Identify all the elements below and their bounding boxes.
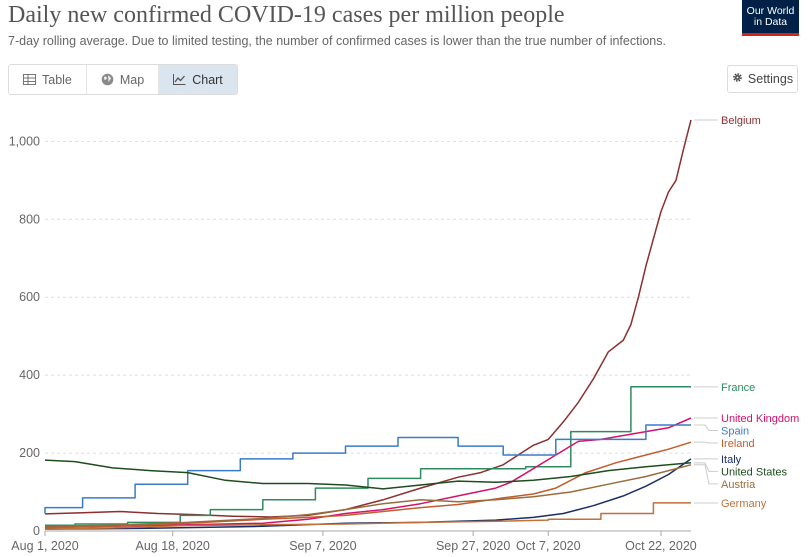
x-tick-label: Sep 7, 2020 (289, 539, 356, 553)
x-tick-label: Oct 22, 2020 (625, 539, 697, 553)
chart-subtitle: 7-day rolling average. Due to limited te… (8, 34, 666, 48)
tab-map-label: Map (119, 72, 145, 87)
y-tick-label: 200 (19, 446, 40, 460)
series-label[interactable]: Italy (721, 454, 742, 466)
label-connector (694, 441, 718, 444)
line-chart-icon (173, 74, 186, 85)
settings-button[interactable]: Settings (727, 65, 798, 93)
label-connector (694, 462, 718, 472)
series-label[interactable]: Austria (721, 479, 756, 491)
chart-title: Daily new confirmed COVID-19 cases per m… (8, 2, 565, 28)
table-icon (23, 74, 36, 85)
series-line-ireland[interactable] (44, 441, 692, 529)
series-line-belgium[interactable] (44, 119, 692, 518)
gear-icon (732, 72, 743, 86)
series-line-spain[interactable] (44, 424, 691, 514)
settings-label: Settings (747, 72, 794, 86)
label-connector (694, 464, 718, 485)
view-tabs: Table Map Chart (8, 64, 238, 95)
owid-logo[interactable]: Our World in Data (742, 0, 799, 36)
logo-line1: Our World (746, 5, 795, 17)
x-tick-label: Aug 1, 2020 (11, 539, 78, 553)
tab-chart[interactable]: Chart (159, 65, 237, 94)
y-tick-label: 1,000 (9, 134, 40, 148)
x-tick-label: Sep 27, 2020 (436, 539, 510, 553)
series-label[interactable]: United Kingdom (721, 413, 799, 425)
series-label[interactable]: United States (721, 466, 788, 478)
x-tick-label: Aug 18, 2020 (136, 539, 210, 553)
series-label[interactable]: Spain (721, 426, 749, 438)
y-tick-label: 600 (19, 290, 40, 304)
series-line-germany[interactable] (44, 502, 691, 530)
y-tick-label: 0 (33, 524, 40, 538)
y-tick-label: 800 (19, 212, 40, 226)
tab-table[interactable]: Table (9, 65, 87, 94)
x-tick-label: Oct 7, 2020 (516, 539, 581, 553)
logo-line2: in Data (753, 16, 788, 28)
series-line-austria[interactable] (44, 464, 692, 528)
tab-chart-label: Chart (192, 72, 223, 87)
series-label[interactable]: Belgium (721, 115, 761, 127)
series-label[interactable]: Ireland (721, 438, 755, 450)
series-line-italy[interactable] (44, 458, 692, 530)
series-line-united-states[interactable] (44, 459, 692, 490)
y-tick-label: 400 (19, 368, 40, 382)
series-label[interactable]: France (721, 382, 755, 394)
globe-icon (101, 73, 114, 86)
label-connector (694, 424, 718, 432)
series-line-united-kingdom[interactable] (44, 417, 692, 528)
tab-map[interactable]: Map (86, 65, 160, 94)
series-label[interactable]: Germany (721, 498, 767, 510)
series-line-france[interactable] (45, 386, 691, 526)
tab-table-label: Table (42, 72, 72, 87)
